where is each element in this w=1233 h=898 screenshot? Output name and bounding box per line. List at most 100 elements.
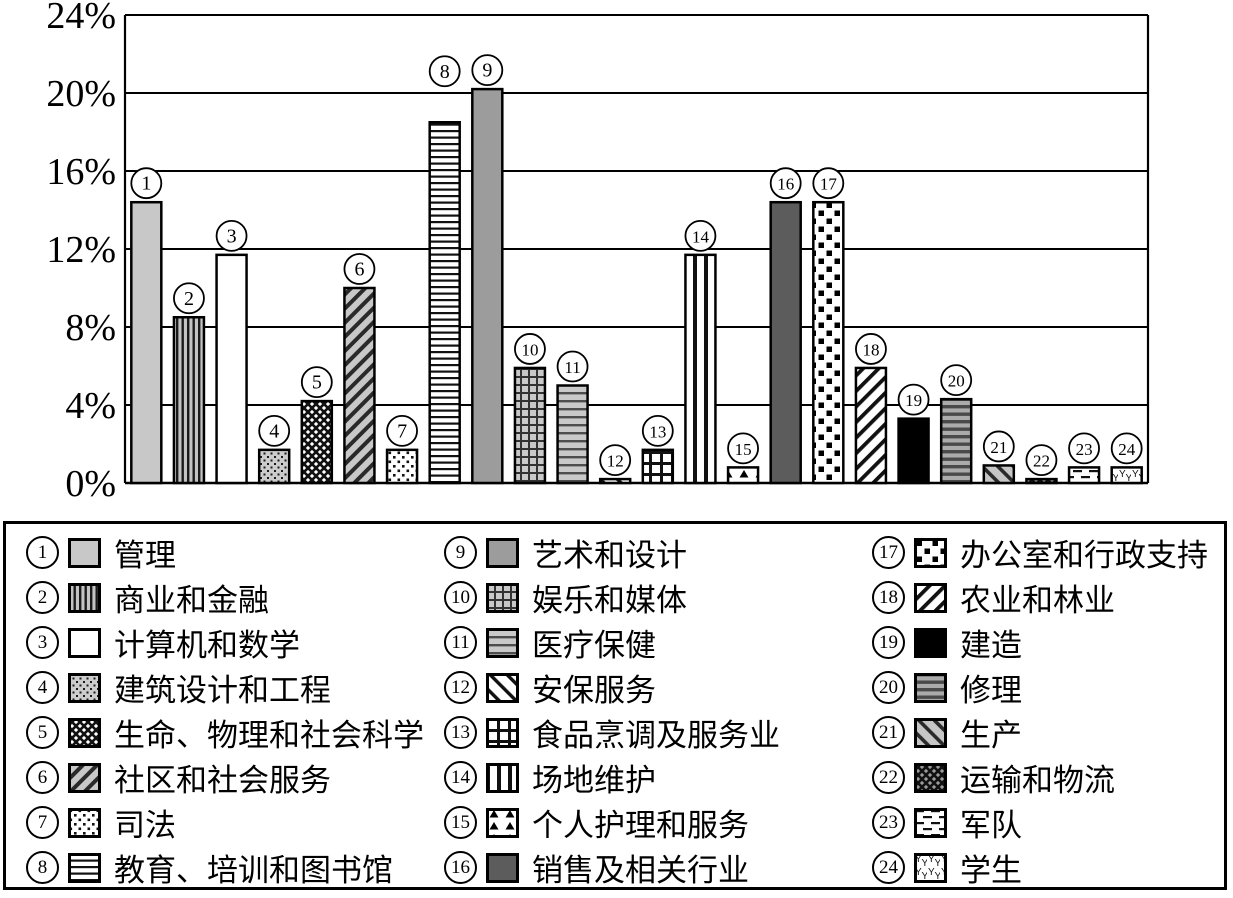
bar-9 [471,87,504,485]
legend-item-20: 20 修理 [872,665,1224,710]
bar-number-circle [514,333,546,365]
legend-number-badge: 21 [872,716,905,749]
legend-swatch-icon [914,672,947,703]
legend-number-badge: 17 [872,536,905,569]
legend-item-14: 14 场地维护 [444,755,872,800]
legend-label: 商业和金融 [114,583,269,618]
legend-label: 计算机和数学 [114,628,300,663]
legend-swatch-icon [68,627,101,658]
bar-number-circle [641,414,674,447]
legend-number-badge: 6 [26,761,59,794]
legend-number-badge: 12 [444,671,477,704]
y-tick-label: 24% [46,0,116,37]
bar-number-label: 12 [607,452,624,471]
bar-chart-svg: Y Y 0%4%8%12%16%20%24%123456789101112131… [46,0,1150,505]
bar-3 [215,253,248,485]
legend-label: 社区和社会服务 [114,763,331,798]
legend-swatch-icon [486,762,519,793]
legend-number-badge: 10 [444,581,477,614]
legend-number-badge: 7 [26,806,59,839]
bar-20 [939,397,973,485]
bar-number-label: 22 [1033,452,1050,471]
bar-number-circle [897,383,930,416]
bar-10 [513,366,547,485]
bar-2 [172,316,206,485]
legend-swatch-icon [68,852,101,883]
legend-label: 生命、物理和社会科学 [114,718,424,753]
bar-number-label: 7 [397,420,407,442]
legend-item-18: 18 农业和林业 [872,575,1224,620]
legend-label: 食品烹调及服务业 [532,718,780,753]
legend-item-21: 21 生产 [872,710,1224,755]
bar-number-circle [471,54,504,86]
y-tick-label: 4% [65,385,116,427]
bar-number-label: 14 [692,227,710,246]
legend-item-23: 23 军队 [872,800,1224,845]
legend-swatch-icon [914,537,947,568]
bar-17 [812,200,845,485]
bar-6 [343,286,376,485]
legend-number-badge: 2 [26,581,59,614]
bar-15 [726,466,760,485]
bar-number-circle [940,364,973,397]
legend-number-badge: 24 [872,851,905,884]
y-tick-label: 0% [65,463,116,505]
bar-number-label: 8 [440,61,450,83]
legend-label: 学生 [960,853,1022,888]
bar-number-label: 15 [735,440,752,459]
legend-item-22: 22 运输和物流 [872,755,1224,800]
legend-swatch-icon [486,582,519,613]
legend-item-11: 11 医疗保健 [444,620,872,665]
legend-swatch-icon [486,537,519,568]
bar-number-circle [173,282,205,315]
bar-number-label: 10 [521,340,538,359]
bar-7 [385,448,419,485]
legend-label: 场地维护 [532,763,656,798]
legend-item-24: 24 学生 [872,845,1224,890]
bar-14 [684,253,717,485]
legend-swatch-icon [486,717,519,748]
legend-label: 军队 [960,808,1022,843]
legend-swatch-icon [486,807,519,838]
bar-number-label: 3 [227,225,237,247]
bar-number-label: 9 [482,60,492,82]
legend-number-badge: 19 [872,626,905,659]
legend-item-7: 7 司法 [26,800,444,845]
bar-number-circle [300,366,333,399]
bar-19 [897,417,930,485]
bar-16 [769,200,802,485]
legend-number-badge: 8 [26,851,59,884]
bar-21 [982,464,1016,485]
legend-item-15: 15 个人护理和服务 [444,800,872,845]
legend-item-2: 2 商业和金融 [26,575,444,620]
legend-number-badge: 14 [444,761,477,794]
legend-label: 司法 [114,808,176,843]
bar-12 [598,477,632,485]
legend-number-badge: 20 [872,671,905,704]
legend-number-badge: 23 [872,806,905,839]
bar-4 [257,448,291,485]
legend-label: 个人护理和服务 [532,808,749,843]
bar-number-circle [215,219,248,252]
bar-24 [1110,466,1143,485]
bar-number-label: 23 [1076,440,1093,459]
legend-swatch-icon [914,852,947,883]
bar-number-label: 24 [1118,440,1136,459]
legend-label: 娱乐和媒体 [532,583,687,618]
bar-11 [556,384,589,485]
legend-swatch-icon [486,852,519,883]
bar-number-circle [855,333,887,365]
bar-number-label: 13 [649,422,666,441]
bar-18 [854,366,888,485]
legend-item-5: 5 生命、物理和社会科学 [26,710,444,755]
legend-label: 生产 [960,718,1022,753]
legend-label: 运输和物流 [960,763,1115,798]
bar-13 [641,448,675,485]
legend-swatch-icon [68,582,101,613]
legend-number-badge: 4 [26,671,59,704]
bar-number-circle [556,350,589,383]
legend-item-10: 10 娱乐和媒体 [444,575,872,620]
bar-number-label: 6 [354,259,364,281]
